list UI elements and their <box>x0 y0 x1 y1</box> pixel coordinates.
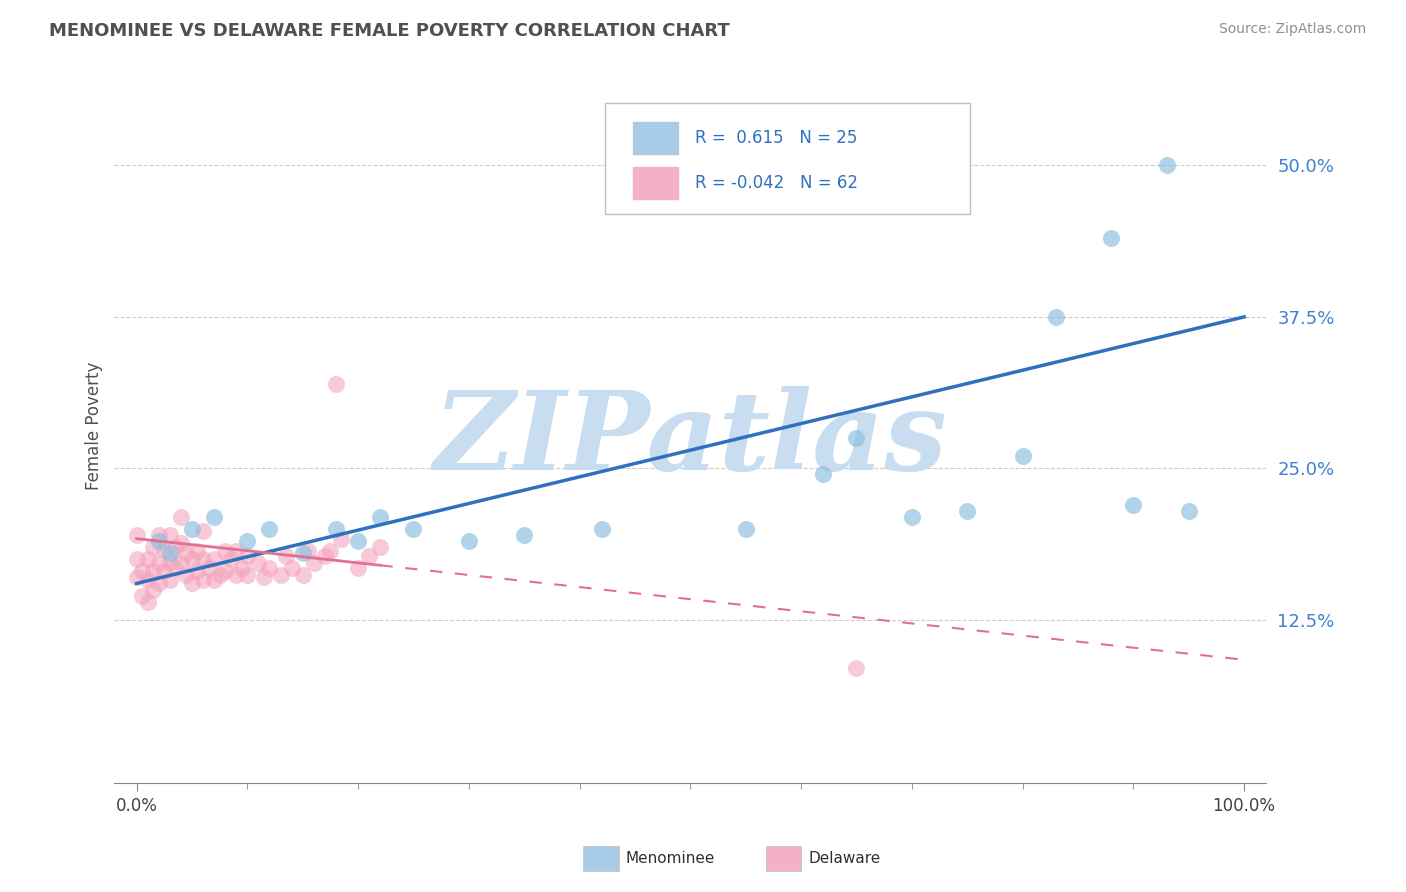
Point <box>202 573 225 587</box>
Point <box>901 509 924 524</box>
Point <box>148 534 170 549</box>
Point <box>319 543 342 558</box>
Point <box>225 568 247 582</box>
Point <box>302 556 325 570</box>
Point <box>253 570 276 584</box>
Point <box>159 546 181 560</box>
Point <box>291 568 314 582</box>
Point <box>153 565 176 579</box>
Point <box>165 540 187 554</box>
Point <box>214 543 236 558</box>
Point <box>191 524 214 539</box>
Text: R =  0.615   N = 25: R = 0.615 N = 25 <box>695 129 856 147</box>
Point <box>359 549 381 563</box>
Point <box>325 522 347 536</box>
Point <box>142 540 165 554</box>
Point <box>314 549 336 563</box>
Point <box>131 589 153 603</box>
Point <box>153 542 176 557</box>
Point <box>142 582 165 597</box>
Point <box>845 431 868 445</box>
Point <box>457 534 479 549</box>
Point <box>402 522 425 536</box>
Point <box>148 576 170 591</box>
Point <box>291 546 314 560</box>
Point <box>813 467 835 482</box>
Point <box>136 552 159 566</box>
Point <box>181 576 204 591</box>
Text: Menominee: Menominee <box>626 851 716 865</box>
Point <box>259 522 281 536</box>
Point <box>197 560 219 574</box>
Point <box>1045 310 1067 324</box>
Point <box>1177 504 1199 518</box>
Point <box>170 556 193 570</box>
Text: MENOMINEE VS DELAWARE FEMALE POVERTY CORRELATION CHART: MENOMINEE VS DELAWARE FEMALE POVERTY COR… <box>49 22 730 40</box>
Point <box>347 560 370 574</box>
Point <box>181 522 204 536</box>
Point <box>513 528 536 542</box>
Point <box>142 565 165 579</box>
Point <box>176 546 198 560</box>
Point <box>208 568 231 582</box>
Point <box>591 522 613 536</box>
Point <box>236 549 259 563</box>
Point <box>159 528 181 542</box>
Point <box>347 534 370 549</box>
Point <box>1099 231 1122 245</box>
Point <box>1011 449 1033 463</box>
Point <box>297 543 319 558</box>
Point <box>148 556 170 570</box>
Point <box>159 573 181 587</box>
Text: R = -0.042   N = 62: R = -0.042 N = 62 <box>695 174 858 192</box>
Point <box>131 565 153 579</box>
Point <box>236 568 259 582</box>
Text: ZIPatlas: ZIPatlas <box>433 386 948 494</box>
Point <box>148 528 170 542</box>
Point <box>330 532 353 546</box>
Point <box>202 509 225 524</box>
Point <box>176 568 198 582</box>
Point <box>219 552 242 566</box>
Point <box>170 536 193 550</box>
Point <box>202 552 225 566</box>
Point <box>125 528 148 542</box>
Point <box>225 543 247 558</box>
Point <box>259 560 281 574</box>
Point <box>1122 498 1144 512</box>
Point <box>247 556 270 570</box>
Point <box>325 376 347 391</box>
Point <box>214 565 236 579</box>
Point <box>280 560 302 574</box>
Point <box>186 565 208 579</box>
Point <box>191 552 214 566</box>
Point <box>274 549 297 563</box>
Point <box>1156 158 1178 172</box>
Point <box>956 504 979 518</box>
Point <box>136 594 159 608</box>
Point <box>186 543 208 558</box>
Point <box>136 573 159 587</box>
Point <box>231 560 253 574</box>
Point <box>191 573 214 587</box>
Point <box>734 522 756 536</box>
Text: Delaware: Delaware <box>808 851 880 865</box>
Point <box>236 534 259 549</box>
Point <box>125 570 148 584</box>
Point <box>125 552 148 566</box>
Text: Source: ZipAtlas.com: Source: ZipAtlas.com <box>1219 22 1367 37</box>
Point <box>165 560 187 574</box>
Point <box>181 552 204 566</box>
Point <box>170 509 193 524</box>
Point <box>368 509 391 524</box>
Point <box>270 568 292 582</box>
Y-axis label: Female Poverty: Female Poverty <box>86 362 103 490</box>
Point <box>845 661 868 675</box>
Point <box>159 555 181 569</box>
Point <box>368 540 391 554</box>
